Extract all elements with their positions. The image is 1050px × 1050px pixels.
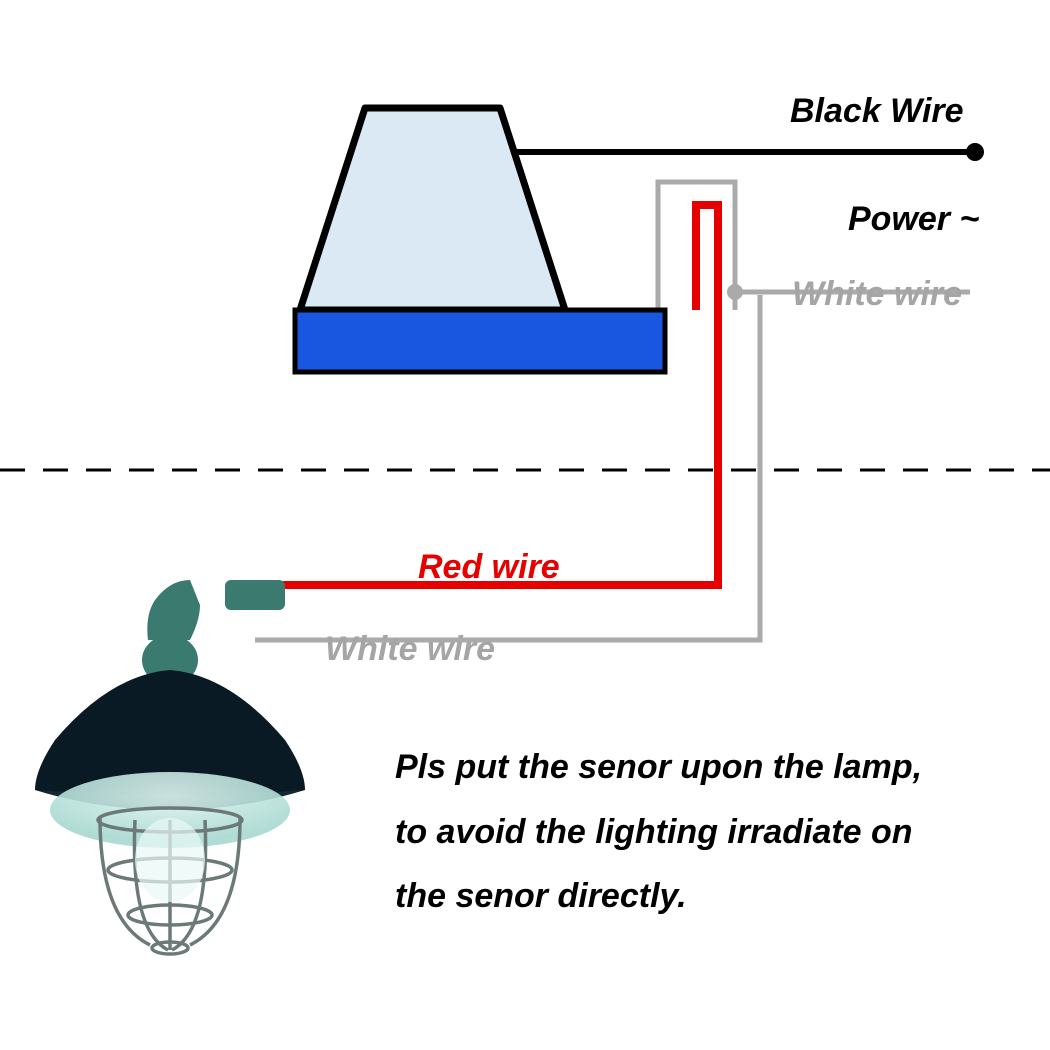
instruction-line-2: to avoid the lighting irradiate on	[395, 800, 922, 865]
sensor-dome	[300, 108, 565, 310]
power-label: Power ~	[848, 200, 979, 239]
sensor-base	[295, 310, 665, 372]
white-wire-bottom-label: White wire	[325, 630, 495, 669]
black-wire-terminal	[966, 143, 984, 161]
instruction-line-3: the senor directly.	[395, 864, 922, 929]
black-wire-label: Black Wire	[790, 92, 964, 131]
white-wire-top-terminal	[727, 284, 743, 300]
lamp-fixture	[35, 580, 305, 954]
instruction-text: Pls put the senor upon the lamp, to avoi…	[395, 735, 922, 929]
red-wire-label: Red wire	[418, 548, 560, 587]
white-wire-top-label: White wire	[792, 275, 962, 314]
instruction-line-1: Pls put the senor upon the lamp,	[395, 735, 922, 800]
